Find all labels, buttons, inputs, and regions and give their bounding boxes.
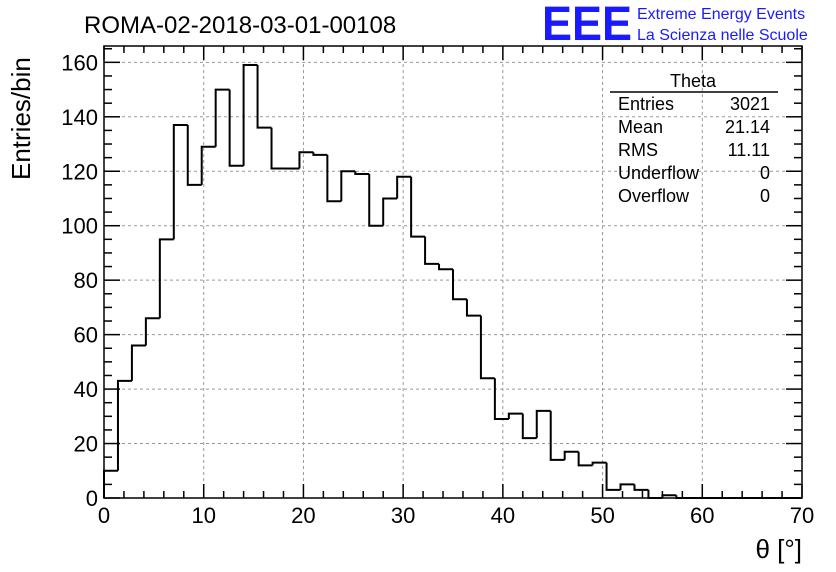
histogram-bin [479, 315, 495, 380]
histogram-bin [312, 152, 328, 156]
histogram-bin [144, 317, 160, 346]
histogram-bin [591, 461, 607, 466]
histogram-bin [577, 451, 593, 467]
axis-ticks [103, 46, 803, 499]
y-tick-label: 120 [61, 159, 98, 184]
histogram-bin [452, 269, 467, 301]
histogram-bin [256, 65, 272, 129]
stats-value-mean: 21.14 [725, 117, 770, 137]
plot-frame [103, 45, 803, 499]
x-tick-label: 30 [391, 503, 415, 528]
histogram-bin [521, 413, 537, 440]
x-tick-labels: 0 10 20 30 40 50 60 70 [98, 503, 814, 528]
stats-box: Theta Entries 3021 Mean 21.14 RMS 11.11 … [610, 71, 778, 206]
histogram-bin [438, 263, 453, 271]
eee-logo: EEE [542, 0, 632, 51]
x-tick-label: 50 [590, 503, 614, 528]
histogram-bin [549, 410, 565, 461]
x-tick-label: 60 [690, 503, 714, 528]
stats-value-underflow: 0 [760, 163, 770, 183]
histogram-bin [382, 197, 398, 226]
histogram-bin [214, 88, 230, 147]
stats-label-rms: RMS [618, 140, 658, 160]
stats-title: Theta [670, 71, 717, 91]
histogram-bin [535, 409, 551, 439]
org-name-line1: Extreme Energy Events [637, 6, 805, 23]
stats-value-overflow: 0 [760, 186, 770, 206]
y-tick-label: 20 [74, 432, 98, 457]
y-tick-label: 0 [86, 486, 98, 511]
run-title: ROMA-02-2018-03-01-00108 [84, 12, 396, 39]
histogram-bin [172, 123, 188, 240]
y-tick-label: 140 [61, 105, 98, 130]
histogram-bin [200, 145, 216, 185]
stats-label-overflow: Overflow [618, 186, 690, 206]
histogram-bin [242, 64, 258, 166]
histogram-bin [424, 236, 440, 265]
x-tick-label: 0 [98, 503, 110, 528]
histogram-bin [270, 127, 286, 170]
y-axis-title: Entries/bin [6, 57, 36, 180]
org-name-line2: La Scienza nelle Scuole [637, 27, 808, 44]
histogram-bin [354, 171, 370, 175]
histogram-bin [605, 462, 621, 491]
x-tick-label: 40 [491, 503, 515, 528]
stats-label-underflow: Underflow [618, 163, 700, 183]
histogram-bin [619, 483, 635, 490]
y-tick-label: 60 [74, 323, 98, 348]
histogram-bin [507, 412, 523, 420]
x-axis-title: θ [°] [755, 534, 802, 564]
y-tick-label: 80 [74, 268, 98, 293]
x-tick-label: 20 [291, 503, 315, 528]
histogram-bin [563, 450, 579, 460]
x-tick-label: 70 [790, 503, 814, 528]
histogram-bin [647, 489, 663, 499]
stats-label-mean: Mean [618, 117, 663, 137]
y-tick-labels: 0 20 40 60 80 100 120 140 160 [61, 50, 98, 511]
histogram-bin [158, 238, 174, 319]
stats-value-entries: 3021 [730, 94, 770, 114]
histogram-bin [340, 170, 356, 202]
histogram-bin [228, 89, 244, 167]
histogram-bars [103, 64, 802, 499]
x-tick-label: 10 [191, 503, 215, 528]
histogram-bin [465, 299, 481, 317]
histogram-bin [326, 154, 342, 203]
histogram-bin [368, 173, 384, 227]
y-tick-label: 160 [61, 50, 98, 75]
stats-label-entries: Entries [618, 94, 674, 114]
histogram-bin [396, 175, 412, 199]
histogram-bin [130, 344, 146, 381]
histogram-bin [633, 484, 649, 491]
histogram-bin [298, 151, 314, 169]
histogram-bin [186, 124, 202, 186]
y-tick-label: 40 [74, 377, 98, 402]
stats-value-rms: 11.11 [728, 140, 770, 160]
histogram-bin [116, 379, 132, 471]
histogram-bin [493, 378, 509, 421]
y-tick-label: 100 [61, 214, 98, 239]
histogram-bin [410, 176, 426, 238]
